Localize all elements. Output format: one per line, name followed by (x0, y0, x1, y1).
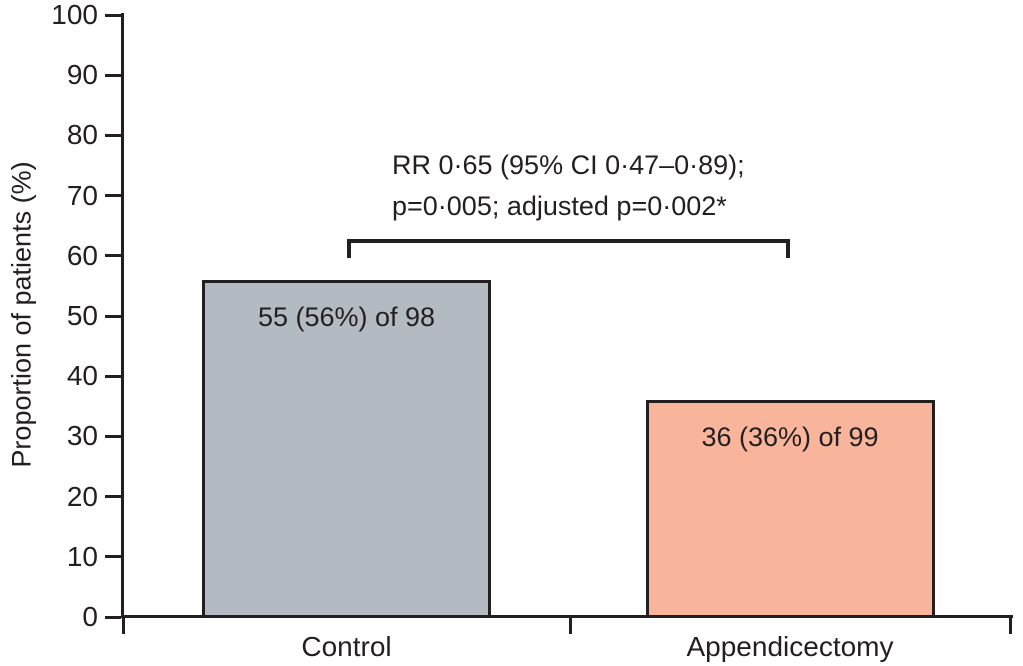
y-tick-mark (105, 555, 121, 559)
x-category-label-appendicectomy: Appendicectomy (686, 631, 894, 662)
bar-value-label: 36 (36%) of 99 (701, 422, 879, 453)
x-tick-mark (568, 617, 572, 634)
y-tick-label: 80 (66, 119, 98, 151)
y-tick-label: 10 (66, 540, 98, 572)
y-tick-label: 30 (66, 420, 98, 452)
y-tick-mark (105, 254, 121, 258)
x-tick-mark (1008, 617, 1012, 634)
y-tick-mark (105, 13, 121, 17)
y-tick-label: 20 (66, 480, 98, 512)
y-tick-mark (105, 133, 121, 137)
y-axis-line (121, 13, 124, 617)
x-axis-line (121, 615, 1013, 618)
y-tick-mark (105, 194, 121, 198)
x-tick-mark (121, 617, 125, 634)
y-tick-mark (105, 615, 121, 619)
bar-appendicectomy: 36 (36%) of 99 (645, 400, 935, 618)
y-tick-mark (105, 434, 121, 438)
x-category-label-control: Control (301, 631, 392, 662)
comparison-bracket (346, 239, 790, 258)
y-tick-label: 0 (82, 601, 98, 632)
y-tick-label: 70 (66, 179, 98, 211)
y-tick-label: 90 (66, 59, 98, 91)
y-tick-label: 40 (66, 360, 98, 392)
y-tick-mark (105, 314, 121, 318)
y-tick-mark (105, 374, 121, 378)
stats-annotation-line1: RR 0·65 (95% CI 0·47–0·89); (392, 150, 745, 180)
y-tick-label: 60 (66, 239, 98, 271)
bar-value-label: 55 (56%) of 98 (257, 301, 436, 332)
bar-control: 55 (56%) of 98 (202, 279, 491, 618)
y-tick-mark (105, 73, 121, 77)
y-tick-label: 100 (51, 0, 98, 30)
stats-annotation: RR 0·65 (95% CI 0·47–0·89); p=0·005; adj… (392, 145, 745, 227)
y-tick-mark (105, 495, 121, 499)
stats-annotation-line2: p=0·005; adjusted p=0·002* (392, 191, 727, 221)
y-tick-label: 50 (66, 300, 98, 331)
